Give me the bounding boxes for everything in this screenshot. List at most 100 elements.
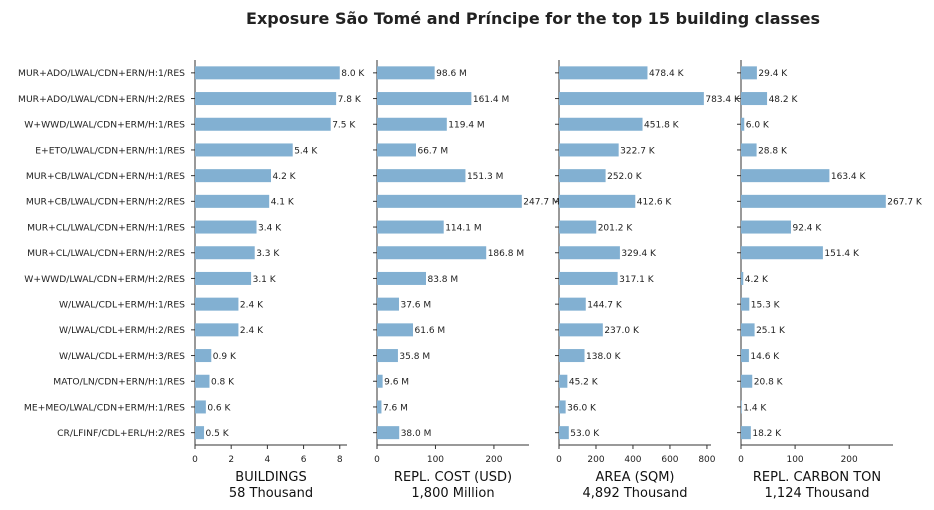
bar: [377, 426, 400, 440]
data-label: 9.6 M: [384, 378, 409, 388]
data-label: 92.4 K: [792, 223, 822, 233]
data-label: 83.8 M: [427, 275, 458, 285]
data-label: 37.6 M: [400, 300, 431, 310]
bar: [741, 117, 745, 131]
bar: [559, 271, 618, 285]
bar: [559, 143, 619, 157]
panel-3: 478.4 K 783.4 K 451.8 K 322.7 K 252.0 K 412.6…: [555, 60, 741, 501]
x-tick-label: 2: [228, 455, 234, 465]
data-label: 3.4 K: [258, 223, 282, 233]
data-label: 7.6 M: [383, 403, 408, 413]
panel-total: 58 Thousand: [229, 486, 313, 501]
bar: [195, 92, 337, 106]
bar: [377, 400, 382, 414]
data-label: 783.4 K: [705, 95, 741, 105]
bar: [741, 246, 823, 260]
data-label: 451.8 K: [644, 121, 680, 131]
bar: [195, 271, 252, 285]
bar: [741, 323, 755, 337]
panel-1: 8.0 K 7.8 K 7.5 K 5.4 K 4.2 K 4.1 K 3.4 K 3.3 K…: [191, 60, 365, 501]
bar: [377, 66, 435, 80]
bar: [377, 246, 487, 260]
data-label: 0.9 K: [213, 352, 237, 362]
bar: [559, 323, 603, 337]
data-label: 7.8 K: [338, 95, 362, 105]
category-label: MATO/LN/CDN+ERN/H:1/RES: [53, 377, 185, 388]
data-label: 20.8 K: [754, 378, 784, 388]
category-label: MUR+CL/LWAL/CDN+ERN/H:1/RES: [27, 222, 185, 233]
data-label: 29.4 K: [758, 69, 788, 79]
x-tick-label: 800: [698, 455, 715, 465]
category-label: MUR+CB/LWAL/CDN+ERN/H:2/RES: [26, 197, 185, 208]
bar: [741, 66, 757, 80]
data-label: 8.0 K: [341, 69, 365, 79]
bar: [377, 349, 398, 363]
bar: [741, 92, 768, 106]
data-label: 151.4 K: [824, 249, 860, 259]
data-label: 478.4 K: [649, 69, 685, 79]
bar: [377, 271, 426, 285]
category-label: W/LWAL/CDL+ERM/H:1/RES: [59, 299, 185, 310]
bar: [741, 349, 749, 363]
data-label: 329.4 K: [621, 249, 657, 259]
x-axis-label: REPL. CARBON TON: [753, 470, 881, 485]
bar: [195, 349, 212, 363]
x-tick-label: 200: [587, 455, 604, 465]
bar: [195, 117, 331, 131]
bar: [559, 92, 704, 106]
category-label: MUR+ADO/LWAL/CDN+ERN/H:2/RES: [18, 94, 185, 105]
bar: [741, 426, 751, 440]
data-label: 7.5 K: [332, 121, 356, 131]
data-label: 412.6 K: [637, 198, 673, 208]
data-label: 3.3 K: [256, 249, 280, 259]
panel-4: 29.4 K 48.2 K 6.0 K 28.8 K 163.4 K 267.7 K 92.…: [737, 60, 923, 501]
bar: [559, 426, 569, 440]
panel-total: 1,124 Thousand: [765, 486, 870, 501]
x-tick-label: 8: [337, 455, 343, 465]
data-label: 5.4 K: [294, 146, 318, 156]
data-label: 36.0 K: [567, 403, 597, 413]
x-tick-label: 0: [738, 455, 744, 465]
data-label: 4.2 K: [273, 172, 297, 182]
category-label: W+WWD/LWAL/CDN+ERM/H:1/RES: [24, 120, 185, 131]
bar: [195, 426, 205, 440]
bar: [741, 271, 744, 285]
bar: [559, 374, 568, 388]
x-tick-label: 0: [192, 455, 198, 465]
category-label: ME+MEO/LWAL/CDN+ERM/H:1/RES: [24, 402, 185, 413]
bar: [559, 349, 585, 363]
x-tick-label: 0: [374, 455, 380, 465]
data-label: 2.4 K: [240, 326, 264, 336]
x-tick-label: 6: [301, 455, 307, 465]
x-tick-label: 200: [485, 455, 502, 465]
bar: [559, 297, 586, 311]
x-tick-label: 100: [786, 455, 803, 465]
bar: [195, 323, 239, 337]
data-label: 0.6 K: [207, 403, 231, 413]
bar: [741, 169, 830, 183]
data-label: 237.0 K: [604, 326, 640, 336]
data-label: 14.6 K: [750, 352, 780, 362]
bar: [195, 400, 206, 414]
category-label: W+WWD/LWAL/CDN+ERM/H:2/RES: [24, 274, 185, 285]
bar: [559, 66, 648, 80]
data-label: 267.7 K: [887, 198, 923, 208]
data-label: 322.7 K: [620, 146, 656, 156]
bar: [377, 194, 522, 208]
data-label: 151.3 M: [467, 172, 503, 182]
bar: [741, 220, 791, 234]
category-label: MUR+CB/LWAL/CDN+ERN/H:1/RES: [26, 171, 185, 182]
data-label: 66.7 M: [417, 146, 448, 156]
category-label: CR/LFINF/CDL+ERL/H:2/RES: [57, 428, 185, 439]
bar: [195, 297, 239, 311]
data-label: 201.2 K: [598, 223, 634, 233]
bar: [377, 169, 466, 183]
data-label: 6.0 K: [746, 121, 770, 131]
data-label: 48.2 K: [769, 95, 799, 105]
data-label: 35.8 M: [399, 352, 430, 362]
x-tick-label: 0: [556, 455, 562, 465]
data-label: 53.0 K: [570, 429, 600, 439]
bar: [741, 297, 750, 311]
panel-2: 98.6 M 161.4 M 119.4 M 66.7 M 151.3 M 247.7 M…: [373, 60, 560, 501]
